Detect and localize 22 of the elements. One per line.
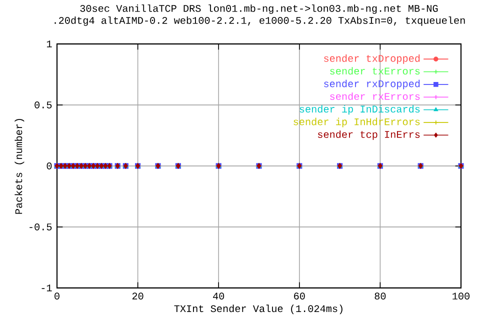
- chart-subtitle: .20dtg4 altAIMD-0.2 web100-2.2.1, e1000-5.2.20 TxAbsIn=0, txqueuelen: [54, 16, 465, 26]
- y-tick-label: 0: [46, 162, 52, 170]
- legend-label: sender txDropped: [324, 54, 420, 64]
- legend-label: sender ip InDiscards: [300, 105, 420, 115]
- chart-title: 30sec VanillaTCP DRS lon01.mb-ng.net->lon03.mb-ng.net MB-NG: [80, 4, 438, 14]
- legend-label: sender txErrors: [330, 67, 420, 75]
- legend-label: sender ip InHdrErrors: [294, 118, 420, 128]
- y-tick-label: 0.5: [34, 102, 52, 108]
- legend-label: sender rxDropped: [324, 80, 420, 90]
- legend-label: sender rxErrors: [330, 92, 420, 100]
- x-tick-label: 100: [452, 292, 470, 300]
- x-tick-label: 80: [374, 292, 386, 300]
- legend-label: sender tcp InErrs: [318, 130, 420, 140]
- y-tick-label: -0.5: [30, 224, 52, 230]
- x-axis-title: TXInt Sender Value (1.024ms): [174, 304, 342, 314]
- x-tick-label: 20: [132, 292, 144, 300]
- y-tick-label: 1: [46, 40, 52, 48]
- x-tick-label: 0: [54, 292, 60, 300]
- x-tick-label: 40: [213, 292, 224, 300]
- x-tick-label: 60: [294, 292, 305, 300]
- y-tick-label: -1: [42, 284, 52, 292]
- y-axis-title: Packets (number): [14, 119, 24, 214]
